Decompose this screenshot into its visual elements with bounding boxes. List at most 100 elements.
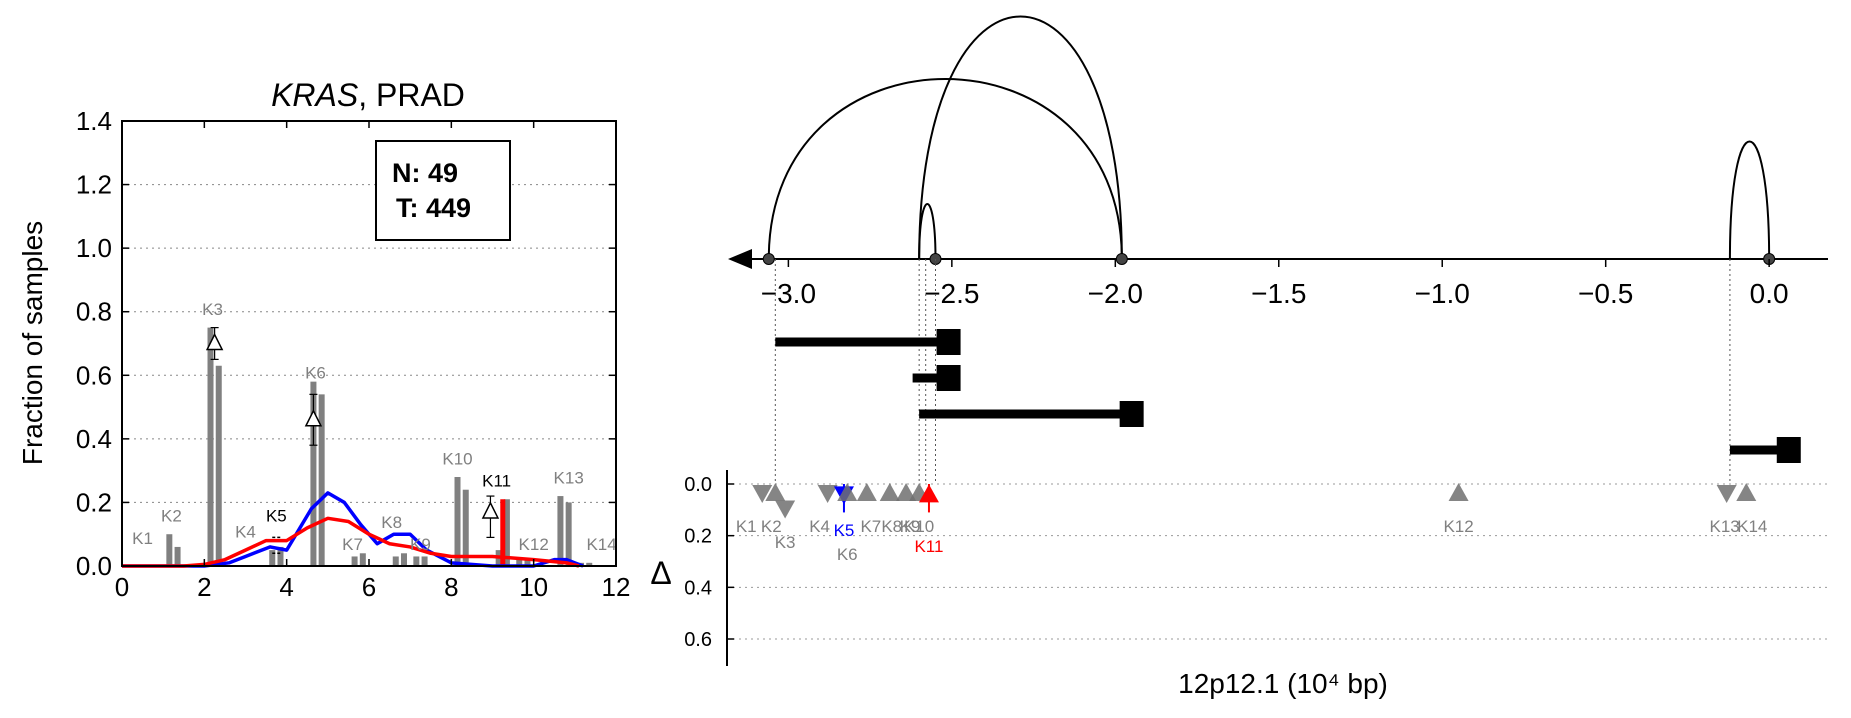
x-tick-label: 12 [602,572,631,602]
bar [174,546,181,566]
exon-label: K4 [235,522,256,541]
splice-arc [918,15,1123,260]
x-tick-label: 4 [279,572,293,602]
splice-arc [1728,140,1771,260]
tumor-count: T: 449 [396,193,471,223]
exon-label: K2 [761,517,782,536]
x-tick-label: −0.5 [1578,278,1633,309]
density-curve [122,491,584,568]
transcript-line [1729,445,1789,455]
transcript-cds-block [936,365,961,391]
exon-label: K10 [442,449,472,468]
exon-label: K4 [809,517,830,536]
delta-marker [1716,485,1737,504]
delta-marker [304,409,323,427]
exon-label: K9 [410,535,431,554]
bar [166,534,173,566]
exon-label: K6 [305,363,326,382]
x-axis-label: 12p12.1 (10⁴ bp) [1178,668,1388,699]
normal-count: N: 49 [392,158,458,188]
exon-label: K1 [132,529,153,548]
transcript-line [775,337,949,347]
delta-marker [775,500,796,519]
x-tick-label: −1.0 [1415,278,1470,309]
delta-marker [205,332,224,351]
junction-point [762,253,775,265]
exon-label: K8 [881,517,902,536]
splice-arc [767,78,1123,260]
x-tick-label: 6 [362,572,376,602]
counts-box [375,140,511,241]
exon-label: K3 [202,300,223,319]
bar [351,556,358,566]
splice-arc [918,203,937,260]
x-tick-label: −1.5 [1251,278,1306,309]
title-gene: KRAS [271,77,358,113]
exon-label: K14 [586,535,616,554]
bar [269,550,276,566]
x-tick-label: 2 [197,572,211,602]
exon-label: K8 [381,513,402,532]
exon-label: K5 [834,521,855,540]
delta-marker [879,483,900,502]
exon-label: K7 [860,517,881,536]
x-tick-label: 8 [444,572,458,602]
bar [318,394,325,566]
bar [413,556,420,566]
chart-title: KRAS, PRAD [271,77,465,113]
bar [215,365,222,566]
x-tick-label: −3.0 [761,278,816,309]
y-tick-label: 0.0 [76,551,112,581]
exon-label: K13 [1710,517,1740,536]
exon-label: K11 [482,472,511,491]
y-tick-label: 1.2 [76,170,112,200]
density-curve [122,516,580,568]
transcript-cds-block [936,329,961,355]
x-tick-label: 0 [115,572,129,602]
x-tick-label: −2.5 [924,278,979,309]
x-tick-label: 10 [519,572,548,602]
genomic-track-chart: −3.0 −2.5 −2.0 −1.5 −1.0 −0.5 0.0 0.0 0.2 0.4 0.6 Δ… [650,15,1828,699]
exon-label: K11 [914,537,943,556]
exon-label: K2 [161,507,182,526]
exon-label: K7 [342,535,363,554]
junction-point [1115,253,1128,265]
bar [392,556,399,566]
delta-marker [752,485,773,504]
bar [557,496,564,566]
bar [421,556,428,566]
y-tick-label: 0.8 [76,297,112,327]
delta-tick-label: 0.4 [684,577,712,599]
exon-label: K9 [900,517,921,536]
transcript-cds-block [1119,401,1144,427]
delta-marker [817,485,838,504]
delta-tick-label: 0.2 [684,526,712,548]
delta-marker [765,483,786,502]
delta-tick-label: 0.0 [684,474,712,496]
y-tick-label: 1.0 [76,233,112,263]
title-rest: , PRAD [358,77,465,113]
y-tick-label: 1.4 [76,106,112,136]
exon-label: K12 [1443,517,1473,536]
y-tick-label: 0.2 [76,487,112,517]
y-tick-label: 0.4 [76,424,112,454]
bar [454,477,461,566]
strand-arrow-icon [728,249,752,269]
delta-marker [481,501,500,519]
transcript-line [919,409,1132,419]
bar [516,559,523,566]
transcript-line [912,373,949,383]
delta-marker [918,484,939,503]
x-tick-label: 0.0 [1750,278,1789,309]
exon-label: K14 [1737,517,1767,536]
bar [207,327,214,566]
plot-frame [121,120,617,567]
x-tick-label: −2.0 [1088,278,1143,309]
highlight-bar [500,499,506,566]
exon-label: K1 [736,517,757,536]
bar [310,381,317,566]
bar [462,489,469,566]
delta-marker [896,483,917,502]
bar [565,502,572,566]
